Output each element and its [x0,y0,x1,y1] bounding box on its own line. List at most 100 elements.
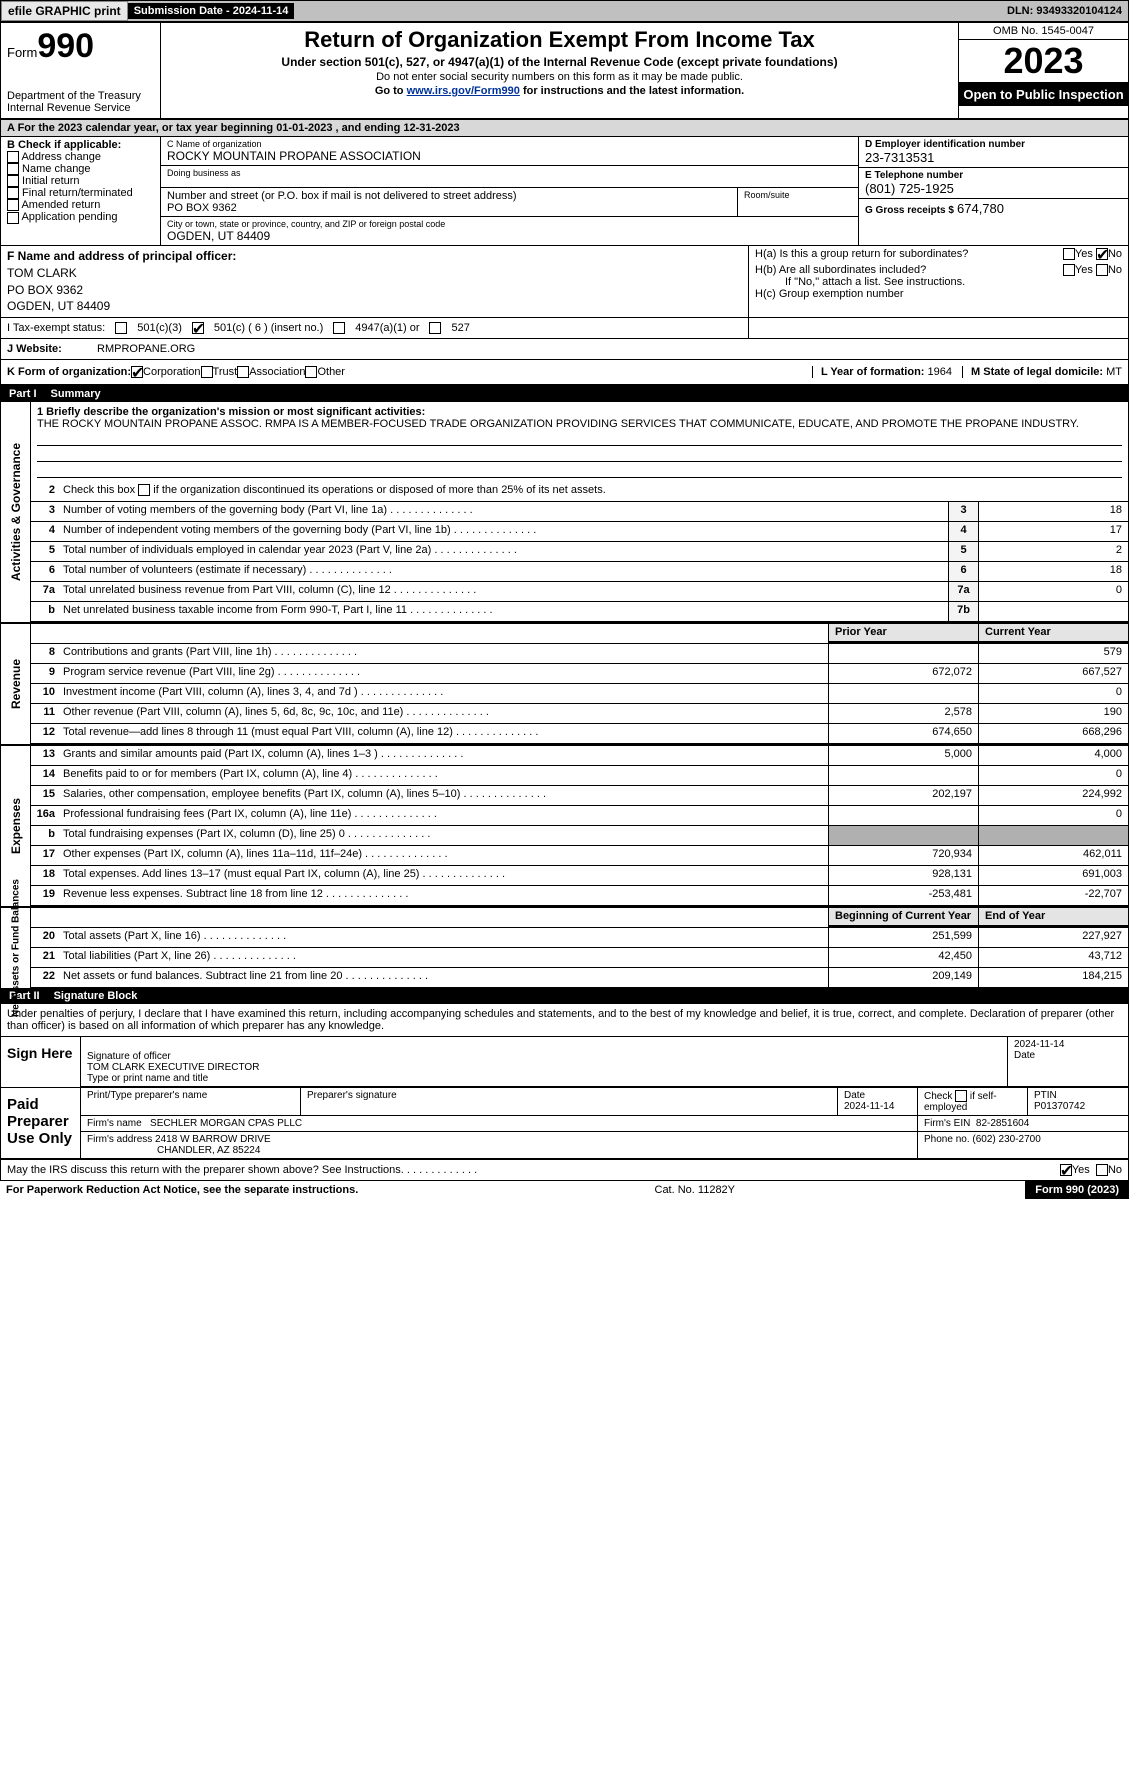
prior-val [828,806,978,825]
line-text: Salaries, other compensation, employee b… [59,786,828,805]
korg-assoc-checkbox[interactable] [237,366,249,378]
line-text: Total assets (Part X, line 16) [59,928,828,947]
korg-assoc: Association [249,366,305,378]
line-text: Professional fundraising fees (Part IX, … [59,806,828,825]
irs-no-checkbox[interactable] [1096,1164,1108,1176]
hb-no-checkbox[interactable] [1096,264,1108,276]
dba-label: Doing business as [167,168,852,178]
prior-val: 720,934 [828,846,978,865]
tel-value: (801) 725-1925 [865,181,1122,196]
irs-yes-checkbox[interactable] [1060,1164,1072,1176]
line-text: Other revenue (Part VIII, column (A), li… [59,704,828,723]
prior-val [828,766,978,785]
prep-date: 2024-11-14 [844,1101,894,1112]
form-note-ssn: Do not enter social security numbers on … [167,71,952,83]
gov-section-tab: Activities & Governance [1,402,31,622]
self-emp-checkbox[interactable] [955,1090,967,1102]
line-box: 6 [948,562,978,581]
sig-date: 2024-11-14 [1014,1039,1064,1050]
form-number: 990 [37,27,94,65]
secb-checkbox[interactable] [7,187,19,199]
prep-sig-label: Preparer's signature [301,1088,838,1115]
line-text: Total fundraising expenses (Part IX, col… [59,826,828,845]
prep-name-label: Print/Type preparer's name [81,1088,301,1115]
submission-date: Submission Date - 2024-11-14 [128,3,295,19]
line-val: 18 [978,562,1128,581]
line-text: Other expenses (Part IX, column (A), lin… [59,846,828,865]
line2-checkbox[interactable] [138,484,150,496]
korg-trust-checkbox[interactable] [201,366,213,378]
ein-value: 23-7313531 [865,150,1122,165]
curr-year-hdr: Current Year [978,624,1128,643]
may-irs-text: May the IRS discuss this return with the… [7,1164,404,1176]
curr-val: 190 [978,704,1128,723]
form-id-box: Form990 Department of the Treasury Inter… [1,23,161,118]
prior-val: 251,599 [828,928,978,947]
secb-checkbox[interactable] [7,175,19,187]
curr-val: 227,927 [978,928,1128,947]
firm-ein: 82-2851604 [976,1118,1029,1129]
ha-yes-label: Yes [1075,248,1093,260]
section-d: D Employer identification number 23-7313… [858,137,1128,245]
part2-title: Signature Block [54,990,138,1002]
secb-opt: Final return/terminated [7,187,154,199]
line-text: Total revenue—add lines 8 through 11 (mu… [59,724,828,743]
ha-no-checkbox[interactable] [1096,248,1108,260]
firm-name-label: Firm's name [87,1118,142,1129]
hb-label: H(b) Are all subordinates included? [755,264,926,276]
secb-checkbox[interactable] [7,163,19,175]
line-val [978,602,1128,621]
line-text: Contributions and grants (Part VIII, lin… [59,644,828,663]
secb-checkbox[interactable] [7,199,19,211]
prep-date-label: Date [844,1090,865,1101]
line2-text: Check this box if the organization disco… [63,484,606,496]
secb-opt: Address change [7,151,154,163]
501c3-checkbox[interactable] [115,322,127,334]
4947-checkbox[interactable] [333,322,345,334]
hc-label: H(c) Group exemption number [755,288,1122,300]
dots: . . . . . . . . . . . . [404,1164,477,1176]
line-box: 3 [948,502,978,521]
officer-name: TOM CLARK [7,266,77,280]
prior-val: 42,450 [828,948,978,967]
tax-year: 2023 [959,40,1128,83]
note2-pre: Go to [375,85,407,97]
prior-val: 2,578 [828,704,978,723]
line-text: Investment income (Part VIII, column (A)… [59,684,828,703]
curr-val: 668,296 [978,724,1128,743]
form-title: Return of Organization Exempt From Incom… [167,27,952,53]
line-text: Total number of volunteers (estimate if … [59,562,948,581]
year-formation-label: L Year of formation: [821,366,925,378]
pra-notice: For Paperwork Reduction Act Notice, see … [0,1181,364,1199]
501c-label: 501(c) ( 6 ) (insert no.) [214,322,323,334]
527-checkbox[interactable] [429,322,441,334]
korg-trust: Trust [213,366,238,378]
prior-val: 672,072 [828,664,978,683]
curr-val: 462,011 [978,846,1128,865]
501c-checkbox[interactable] [192,322,204,334]
ein-label: D Employer identification number [865,139,1122,150]
irs-link[interactable]: www.irs.gov/Form990 [407,85,520,97]
ha-yes-checkbox[interactable] [1063,248,1075,260]
korg-other-checkbox[interactable] [305,366,317,378]
line-text: Total unrelated business revenue from Pa… [59,582,948,601]
form-footer: Form 990 (2023) [1025,1181,1129,1199]
ha-label: H(a) Is this a group return for subordin… [755,248,968,260]
secb-checkbox[interactable] [7,151,19,163]
hb-no-label: No [1108,264,1122,276]
501c3-label: 501(c)(3) [137,322,182,334]
secb-opt: Application pending [7,211,154,223]
section-b: B Check if applicable: Address change Na… [1,137,161,245]
line-box: 7a [948,582,978,601]
curr-val: 667,527 [978,664,1128,683]
secb-checkbox[interactable] [7,212,19,224]
hb-yes-checkbox[interactable] [1063,264,1075,276]
form-note-link: Go to www.irs.gov/Form990 for instructio… [167,85,952,97]
efile-print-btn[interactable]: efile GRAPHIC print [1,1,128,21]
prior-val: 674,650 [828,724,978,743]
korg-corp-checkbox[interactable] [131,366,143,378]
part1-num: Part I [9,388,37,400]
korg-label: K Form of organization: [7,366,131,378]
curr-val: 4,000 [978,746,1128,765]
firm-addr1: 2418 W BARROW DRIVE [155,1134,271,1145]
